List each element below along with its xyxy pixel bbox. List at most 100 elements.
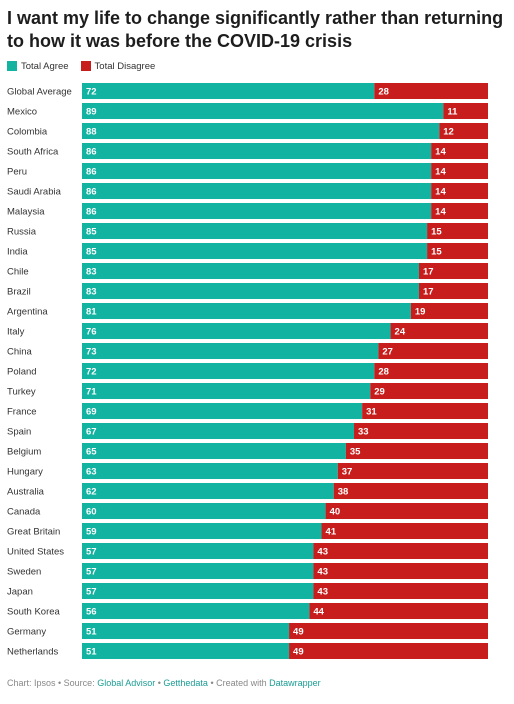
footer-separator: • [155, 678, 164, 688]
value-label-agree-germany: 51 [86, 627, 97, 638]
value-label-disagree-saudi-arabia: 14 [435, 187, 446, 198]
value-label-disagree-china: 27 [382, 347, 393, 358]
bar-disagree-japan [313, 583, 488, 599]
bar-agree-great-britain [82, 523, 322, 539]
bar-disagree-sweden [313, 563, 488, 579]
category-label-india: India [7, 247, 28, 258]
legend-swatch-disagree [80, 61, 91, 71]
value-label-disagree-turkey: 29 [374, 387, 385, 398]
bar-agree-poland [82, 363, 375, 379]
footer-source-global-advisor-link[interactable]: Global Advisor [97, 678, 156, 688]
value-label-agree-brazil: 83 [86, 287, 97, 298]
value-label-disagree-south-korea: 44 [313, 607, 324, 618]
value-label-disagree-india: 15 [431, 247, 442, 258]
category-label-malaysia: Malaysia [7, 207, 45, 218]
bar-agree-china [82, 343, 379, 359]
bar-disagree-chile [418, 263, 488, 279]
bar-disagree-india [427, 243, 488, 259]
category-label-hungary: Hungary [7, 467, 43, 478]
bar-disagree-malaysia [431, 203, 488, 219]
bar-disagree-hungary [337, 463, 488, 479]
value-label-disagree-italy: 24 [395, 327, 406, 338]
value-label-disagree-japan: 43 [317, 587, 328, 598]
category-label-great-britain: Great Britain [7, 527, 60, 538]
bar-disagree-france [362, 403, 488, 419]
value-label-agree-poland: 72 [86, 367, 97, 378]
category-label-italy: Italy [7, 327, 25, 338]
value-label-agree-belgium: 65 [86, 447, 97, 458]
category-label-netherlands: Netherlands [7, 647, 58, 658]
value-label-disagree-argentina: 19 [415, 307, 426, 318]
category-label-france: France [7, 407, 37, 418]
value-label-disagree-peru: 14 [435, 167, 446, 178]
footer-source-getthedata-link[interactable]: Getthedata [163, 678, 208, 688]
chart-footer: Chart: Ipsos • Source: Global Advisor • … [7, 678, 321, 688]
bar-agree-canada [82, 503, 326, 519]
value-label-agree-japan: 57 [86, 587, 97, 598]
category-label-united-states: United States [7, 547, 64, 558]
bar-disagree-mexico [443, 103, 488, 119]
value-label-agree-china: 73 [86, 347, 97, 358]
value-label-agree-great-britain: 59 [86, 527, 97, 538]
value-label-disagree-sweden: 43 [317, 567, 328, 578]
bar-agree-chile [82, 263, 419, 279]
value-label-agree-italy: 76 [86, 327, 97, 338]
bar-agree-netherlands [82, 643, 290, 659]
category-label-south-korea: South Korea [7, 607, 61, 618]
value-label-disagree-malaysia: 14 [435, 207, 446, 218]
value-label-agree-france: 69 [86, 407, 97, 418]
legend-label-disagree: Total Disagree [94, 60, 156, 72]
bar-agree-south-africa [82, 143, 432, 159]
bar-disagree-peru [431, 163, 488, 179]
value-label-agree-argentina: 81 [86, 307, 97, 318]
bar-agree-france [82, 403, 363, 419]
legend: Total Agree Total Disagree [7, 60, 167, 72]
value-label-disagree-united-states: 43 [317, 547, 328, 558]
category-label-colombia: Colombia [7, 127, 48, 138]
bar-agree-united-states [82, 543, 314, 559]
value-label-agree-peru: 86 [86, 167, 97, 178]
category-label-argentina: Argentina [7, 307, 48, 318]
bar-agree-japan [82, 583, 314, 599]
value-label-disagree-poland: 28 [378, 367, 389, 378]
bar-disagree-south-korea [309, 603, 488, 619]
value-label-agree-spain: 67 [86, 427, 97, 438]
category-label-turkey: Turkey [7, 387, 36, 398]
bar-agree-saudi-arabia [82, 183, 432, 199]
bar-disagree-colombia [439, 123, 488, 139]
bar-disagree-argentina [410, 303, 488, 319]
category-label-brazil: Brazil [7, 287, 31, 298]
value-label-disagree-spain: 33 [358, 427, 369, 438]
category-label-south-africa: South Africa [7, 147, 59, 158]
bar-agree-belgium [82, 443, 346, 459]
bar-agree-australia [82, 483, 334, 499]
bar-disagree-brazil [418, 283, 488, 299]
category-label-belgium: Belgium [7, 447, 41, 458]
value-label-agree-india: 85 [86, 247, 97, 258]
chart-title: I want my life to change significantly r… [7, 8, 504, 51]
legend-item-agree: Total Agree [7, 61, 69, 72]
bar-agree-hungary [82, 463, 338, 479]
value-label-disagree-colombia: 12 [443, 127, 454, 138]
bar-agree-india [82, 243, 428, 259]
category-label-poland: Poland [7, 367, 37, 378]
bar-disagree-united-states [313, 543, 488, 559]
value-label-agree-mexico: 89 [86, 107, 97, 118]
footer-datawrapper-link[interactable]: Datawrapper [269, 678, 321, 688]
category-label-japan: Japan [7, 587, 33, 598]
value-label-disagree-hungary: 37 [342, 467, 353, 478]
category-label-mexico: Mexico [7, 107, 37, 118]
value-label-agree-canada: 60 [86, 507, 97, 518]
value-label-agree-colombia: 88 [86, 127, 97, 138]
value-label-disagree-canada: 40 [330, 507, 341, 518]
category-label-chile: Chile [7, 267, 29, 278]
bar-disagree-russia [427, 223, 488, 239]
value-label-disagree-germany: 49 [293, 627, 304, 638]
category-label-sweden: Sweden [7, 567, 41, 578]
value-label-agree-australia: 62 [86, 487, 97, 498]
legend-item-disagree: Total Disagree [80, 60, 156, 72]
bar-agree-germany [82, 623, 290, 639]
category-label-russia: Russia [7, 227, 37, 238]
value-label-agree-malaysia: 86 [86, 207, 97, 218]
